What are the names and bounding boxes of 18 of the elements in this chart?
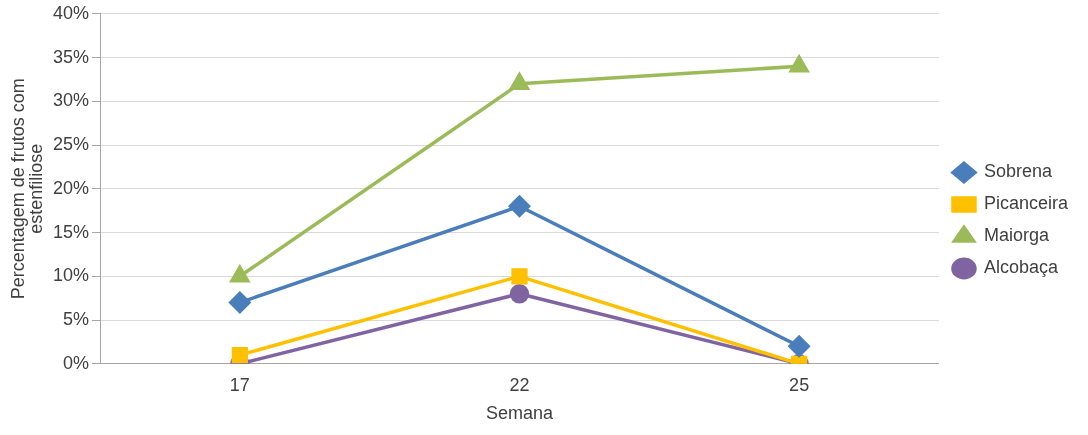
x-tick-label: 17	[229, 374, 250, 395]
legend-label: Maiorga	[983, 225, 1050, 246]
y-tick-label: 15%	[53, 221, 90, 242]
y-tick-label: 5%	[63, 309, 90, 330]
legend-label: Alcobaça	[983, 257, 1059, 278]
y-tick-label: 30%	[53, 90, 90, 111]
y-tick-label: 40%	[53, 2, 90, 23]
x-axis-title: Semana	[485, 403, 554, 424]
x-tick-label: 25	[789, 374, 810, 395]
legend-label: Sobrena	[983, 161, 1053, 182]
y-tick-label: 20%	[53, 177, 90, 198]
y-tick-label: 25%	[53, 134, 90, 155]
y-tick-label: 35%	[53, 46, 90, 67]
y-tick-label: 0%	[63, 352, 90, 373]
y-tick-label: 10%	[53, 265, 90, 286]
x-tick-label: 22	[509, 374, 530, 395]
y-axis-title: Percentagem de frutos com estenfiliose	[7, 78, 46, 300]
legend-label: Picanceira	[983, 193, 1069, 214]
